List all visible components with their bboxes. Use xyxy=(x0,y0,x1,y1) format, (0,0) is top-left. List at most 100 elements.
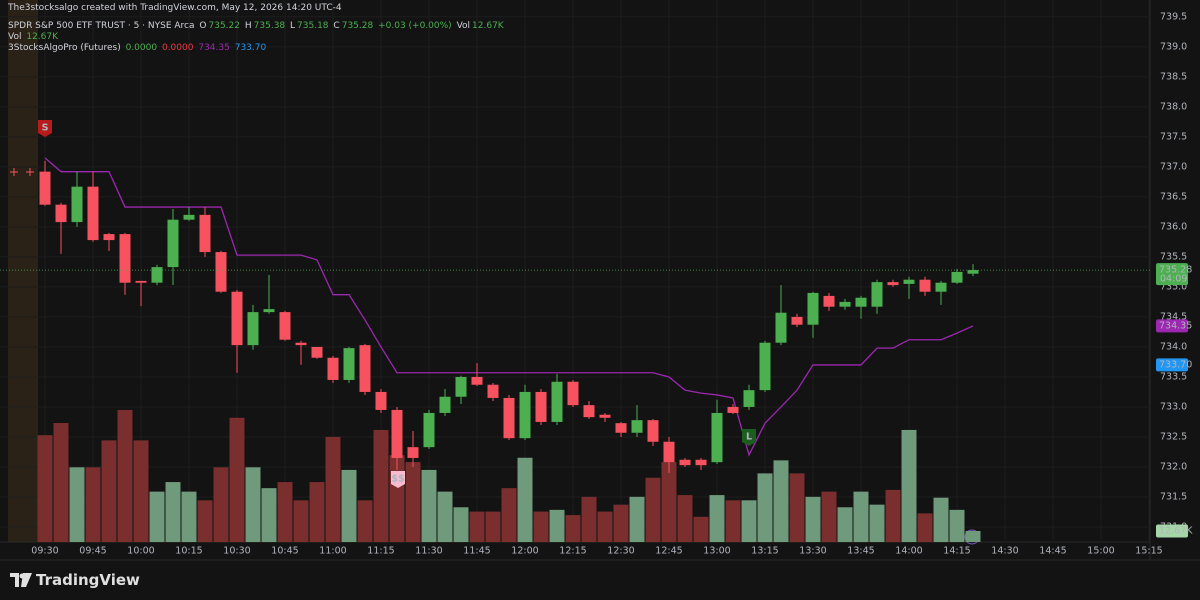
candle-body xyxy=(887,282,899,286)
candle-body xyxy=(807,292,819,325)
candle-body xyxy=(615,423,627,433)
candle-body xyxy=(839,301,851,307)
candle-body xyxy=(503,397,515,439)
candle-body xyxy=(951,271,963,283)
candle-body xyxy=(71,186,83,223)
volume-bar xyxy=(709,495,725,542)
volume-key: Vol xyxy=(456,21,471,31)
brand[interactable]: TradingView xyxy=(10,571,140,589)
candle-body xyxy=(583,405,595,418)
x-tick-label: 11:30 xyxy=(415,546,442,557)
candle-body xyxy=(375,391,387,410)
y-tick-label: 734.5 xyxy=(1160,311,1187,322)
y-tick-label: 736.5 xyxy=(1160,191,1187,202)
volume-bar xyxy=(933,497,949,542)
y-tick-label: 737.5 xyxy=(1160,131,1187,142)
y-tick-label: 739.0 xyxy=(1160,41,1187,52)
volume-bar xyxy=(293,500,309,542)
y-tick-label: 732.0 xyxy=(1160,461,1187,472)
volume-bar xyxy=(965,530,981,542)
x-tick-label: 13:30 xyxy=(799,546,826,557)
indicator-readout: 733.70 xyxy=(234,43,267,53)
candle-body xyxy=(343,348,355,380)
last-price-badge-bg xyxy=(1156,263,1188,286)
volume-bar xyxy=(949,509,965,542)
indicator-readout: 0.0000 xyxy=(125,43,158,53)
volume-bar xyxy=(517,457,533,542)
signal-marker: $$ xyxy=(391,474,404,485)
volume-bar xyxy=(357,500,373,542)
volume-bar xyxy=(469,511,485,542)
x-tick-label: 12:00 xyxy=(511,546,538,557)
candle-body xyxy=(855,297,867,307)
volume-bar xyxy=(197,500,213,542)
candle-body xyxy=(967,270,979,274)
candle-body xyxy=(39,171,51,205)
volume-bar xyxy=(725,500,741,542)
signal-marker: L xyxy=(746,432,752,443)
candle-body xyxy=(167,219,179,268)
candle-body xyxy=(215,252,227,292)
volume-bar xyxy=(437,491,453,542)
volume-bar xyxy=(181,491,197,542)
candle-body xyxy=(407,447,419,458)
y-tick-label: 738.5 xyxy=(1160,71,1187,82)
y-tick-label: 736.0 xyxy=(1160,221,1187,232)
y-tick-label: 735.0 xyxy=(1160,281,1187,292)
indicator-readout: 0.0000 xyxy=(161,43,194,53)
candle-body xyxy=(823,295,835,307)
premarket-shade xyxy=(8,0,38,542)
ohlc-value: 735.22 xyxy=(208,21,241,31)
candle-body xyxy=(247,312,259,346)
y-tick-label: 737.0 xyxy=(1160,161,1187,172)
axes: 731.0731.5732.0732.5733.0733.5734.0734.5… xyxy=(0,11,1193,557)
candle-body xyxy=(455,376,467,397)
volume-bar xyxy=(53,423,69,542)
change: +0.03 (+0.00%) xyxy=(378,21,452,31)
x-tick-label: 14:00 xyxy=(895,546,922,557)
ohlc-key: H xyxy=(244,21,252,31)
volume-bar xyxy=(229,417,245,542)
y-tick-label: 739.5 xyxy=(1160,11,1187,22)
volume-bar xyxy=(581,496,597,542)
volume-bar xyxy=(693,516,709,542)
premarket-marks xyxy=(10,168,34,176)
ohlc-value: 735.28 xyxy=(341,21,374,31)
volume-bar xyxy=(661,462,677,542)
candle-body xyxy=(631,420,643,433)
candle-body xyxy=(295,342,307,346)
candle-body xyxy=(695,459,707,466)
volume-bar xyxy=(501,488,517,542)
indicator-readout: 734.35 xyxy=(198,43,230,53)
candle-body xyxy=(519,391,531,439)
volume-bar xyxy=(421,469,437,542)
y-tick-label: 735.5 xyxy=(1160,251,1187,262)
volume-bar xyxy=(629,496,645,542)
x-tick-label: 11:15 xyxy=(367,546,394,557)
volume-bar xyxy=(869,504,885,542)
volume-badge: 12.67K xyxy=(1159,525,1193,536)
indicator-line xyxy=(44,157,974,457)
volume-row: Vol 12.67K xyxy=(8,32,506,43)
x-tick-label: 14:45 xyxy=(1039,546,1066,557)
volume-bar xyxy=(85,467,101,542)
x-tick-label: 12:45 xyxy=(655,546,682,557)
ohlc-key: O xyxy=(199,21,207,31)
indicator xyxy=(44,157,974,457)
candle-body xyxy=(151,267,163,283)
candle-body xyxy=(663,441,675,463)
signal-marker-bg xyxy=(742,429,756,446)
volume-bar xyxy=(277,482,293,542)
volume-bar xyxy=(37,435,53,542)
indicator-row: 3StocksAlgoPro (Futures) 0.0000 0.0000 7… xyxy=(8,43,506,54)
volume-bar xyxy=(549,509,565,542)
volume-bar xyxy=(325,436,341,542)
volume-bar xyxy=(565,515,581,542)
volume-bar xyxy=(309,482,325,542)
volume-badge-bg xyxy=(1156,524,1188,538)
y-tick-label: 732.5 xyxy=(1160,431,1187,442)
candle-body xyxy=(263,309,275,313)
signal-marker: S xyxy=(42,123,49,134)
